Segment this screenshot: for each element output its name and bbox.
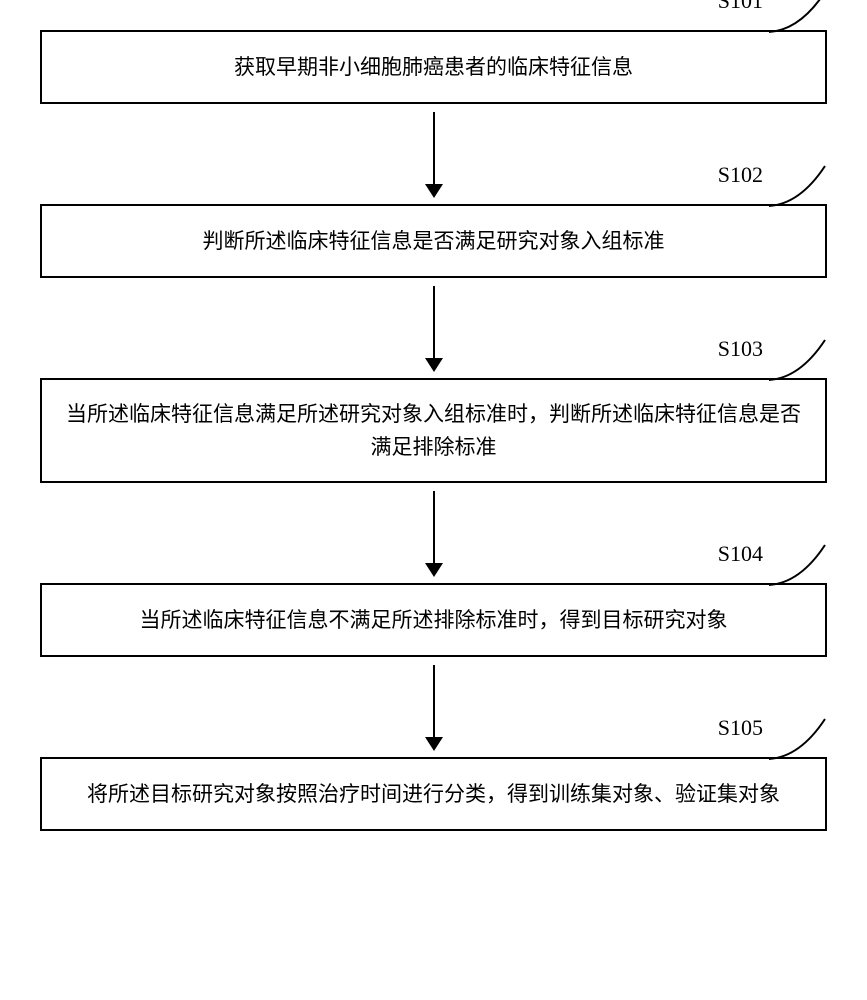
- step-id-label: S101: [718, 0, 763, 14]
- flow-arrow: [420, 491, 448, 577]
- callout-curve: [767, 338, 827, 382]
- step-callout: S102: [718, 160, 827, 208]
- flow-arrow: [420, 665, 448, 751]
- flow-step-box: 当所述临床特征信息满足所述研究对象入组标准时，判断所述临床特征信息是否满足排除标…: [40, 378, 827, 483]
- flow-step: S101获取早期非小细胞肺癌患者的临床特征信息: [40, 30, 827, 104]
- step-id-label: S104: [718, 541, 763, 567]
- callout-curve: [767, 164, 827, 208]
- step-callout: S105: [718, 713, 827, 761]
- flow-step-box: 判断所述临床特征信息是否满足研究对象入组标准: [40, 204, 827, 278]
- flow-step: S103当所述临床特征信息满足所述研究对象入组标准时，判断所述临床特征信息是否满…: [40, 378, 827, 483]
- flow-step: S102判断所述临床特征信息是否满足研究对象入组标准: [40, 204, 827, 278]
- step-callout: S103: [718, 334, 827, 382]
- flow-step: S104当所述临床特征信息不满足所述排除标准时，得到目标研究对象: [40, 583, 827, 657]
- step-id-label: S102: [718, 162, 763, 188]
- callout-curve: [767, 0, 827, 34]
- callout-curve: [767, 717, 827, 761]
- flowchart-container: S101获取早期非小细胞肺癌患者的临床特征信息S102判断所述临床特征信息是否满…: [40, 30, 827, 831]
- flow-step-box: 当所述临床特征信息不满足所述排除标准时，得到目标研究对象: [40, 583, 827, 657]
- flow-step-box: 将所述目标研究对象按照治疗时间进行分类，得到训练集对象、验证集对象: [40, 757, 827, 831]
- step-id-label: S103: [718, 336, 763, 362]
- flow-step: S105将所述目标研究对象按照治疗时间进行分类，得到训练集对象、验证集对象: [40, 757, 827, 831]
- step-id-label: S105: [718, 715, 763, 741]
- step-callout: S101: [718, 0, 827, 34]
- flow-arrow: [420, 286, 448, 372]
- callout-curve: [767, 543, 827, 587]
- flow-arrow: [420, 112, 448, 198]
- step-callout: S104: [718, 539, 827, 587]
- flow-step-box: 获取早期非小细胞肺癌患者的临床特征信息: [40, 30, 827, 104]
